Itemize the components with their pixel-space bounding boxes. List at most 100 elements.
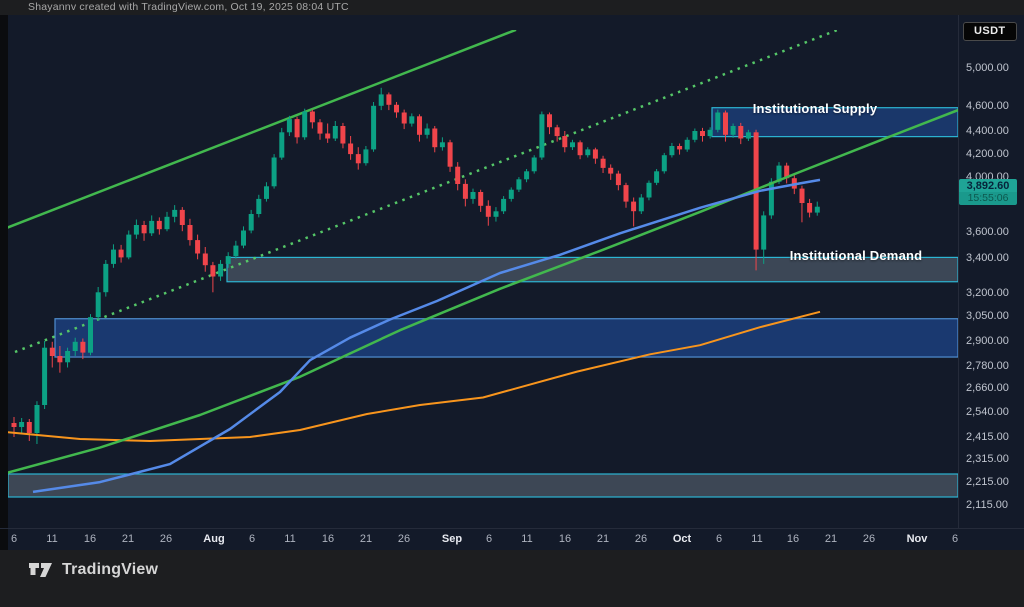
candle-body [80, 341, 86, 353]
time-tick-label: 6 [10, 533, 18, 545]
candle-body [493, 211, 499, 217]
candle-body [233, 245, 239, 257]
tradingview-brand[interactable]: TradingView [28, 559, 158, 581]
candle-body [195, 240, 201, 254]
chart-area[interactable] [0, 15, 1024, 565]
last-price-flag: 3,892.60 15:55:06 [959, 178, 1017, 205]
time-tick-label: Nov [906, 533, 928, 545]
candle-body [286, 119, 292, 133]
candle-body [95, 292, 101, 318]
candle-body [462, 183, 468, 199]
time-tick-label: Sep [441, 533, 463, 545]
price-tick-label: 3,050.00 [966, 310, 1009, 322]
candle-body [378, 94, 384, 106]
time-tick-label: Oct [672, 533, 692, 545]
candle-body [638, 197, 644, 212]
price-tick-label: 2,900.00 [966, 335, 1009, 347]
institutional-demand-label: Institutional Demand [789, 248, 923, 263]
time-tick-label: 21 [121, 533, 135, 545]
time-tick-label: 11 [751, 533, 763, 545]
price-tick-label: 3,600.00 [966, 226, 1009, 238]
candle-body [684, 139, 690, 150]
time-tick-label: 11 [521, 533, 533, 545]
price-tick-label: 2,660.00 [966, 382, 1009, 394]
candle-body [692, 131, 698, 140]
candle-body [707, 129, 713, 137]
candle-body [34, 405, 40, 433]
ma-layer [8, 108, 958, 494]
candle-body [348, 143, 354, 155]
price-tick-label: 2,780.00 [966, 360, 1009, 372]
candle-body [126, 234, 132, 258]
candle-body [363, 149, 369, 164]
time-tick-label: 21 [824, 533, 838, 545]
time-tick-label: 21 [359, 533, 373, 545]
price-axis[interactable]: 5,000.00 4,600.00 4,400.00 4,200.00 4,000.00… [959, 15, 1024, 528]
time-tick-label: 16 [558, 533, 572, 545]
time-tick-label: 6 [715, 533, 723, 545]
candle-body [715, 112, 721, 130]
candle-body [661, 155, 667, 172]
price-tick-label: 2,315.00 [966, 453, 1009, 465]
candle-body [730, 126, 736, 135]
price-axis-border [958, 15, 959, 528]
quote-currency-badge[interactable]: USDT [963, 22, 1017, 41]
time-tick-label: Aug [203, 533, 225, 545]
candle-body [302, 111, 308, 138]
candle-body [700, 131, 705, 136]
time-axis-border [0, 528, 1024, 529]
candle-body [646, 182, 652, 198]
top-attribution-bar: Shayannv created with TradingView.com, O… [0, 0, 1024, 15]
bar-close-countdown: 15:55:06 [959, 191, 1017, 205]
candle-body [608, 167, 614, 174]
candle-body [784, 165, 790, 179]
left-gutter [0, 15, 8, 550]
candle-body [202, 253, 208, 266]
institutional-supply-label: Institutional Supply [752, 101, 878, 116]
time-tick-label: 11 [46, 533, 58, 545]
trend-green-line [8, 108, 958, 474]
time-tick-label: 26 [862, 533, 876, 545]
channel-upper-line [8, 30, 517, 229]
candle-body [164, 216, 170, 230]
candle-body [577, 142, 583, 156]
candle-body [141, 225, 147, 234]
candle-body [417, 116, 422, 135]
candle-body [279, 132, 285, 158]
candle-body [516, 179, 522, 190]
candle-body [187, 225, 193, 241]
candle-body [524, 171, 530, 180]
candle-body [424, 128, 430, 135]
candle-body [531, 157, 537, 172]
time-tick-label: 11 [284, 533, 296, 545]
candle-body [26, 422, 32, 433]
time-tick-label: 16 [321, 533, 335, 545]
time-tick-label: 26 [634, 533, 648, 545]
time-tick-label: 6 [485, 533, 493, 545]
candle-body [478, 192, 484, 206]
candle-body [738, 126, 744, 139]
last-price-value: 3,892.60 [959, 178, 1017, 192]
candle-body [325, 133, 331, 139]
price-tick-label: 3,200.00 [966, 287, 1009, 299]
time-tick-label: 26 [159, 533, 173, 545]
time-tick-label: 16 [83, 533, 97, 545]
bottom-brand-bar: TradingView [0, 550, 1024, 592]
candle-body [332, 126, 338, 139]
institutional-demand-zone [226, 256, 958, 283]
candle-body [11, 423, 17, 427]
candle-body [317, 122, 323, 134]
candle-body [309, 111, 315, 123]
chart-canvas[interactable] [0, 15, 1024, 607]
time-axis[interactable]: 6 11 16 21 26 Aug 6 11 16 21 26 Sep 6 11 16 21 26 Oct 6 11 1… [0, 529, 1024, 550]
institutional-supply-zone [711, 107, 958, 138]
candle-body [470, 192, 476, 199]
candle-body [547, 114, 552, 128]
candle-body [179, 209, 185, 225]
candle-body [225, 256, 231, 264]
candle-body [508, 189, 514, 199]
candle-body [677, 146, 683, 150]
candle-body [814, 206, 820, 213]
candle-body [248, 214, 254, 231]
candle-body [340, 126, 346, 144]
